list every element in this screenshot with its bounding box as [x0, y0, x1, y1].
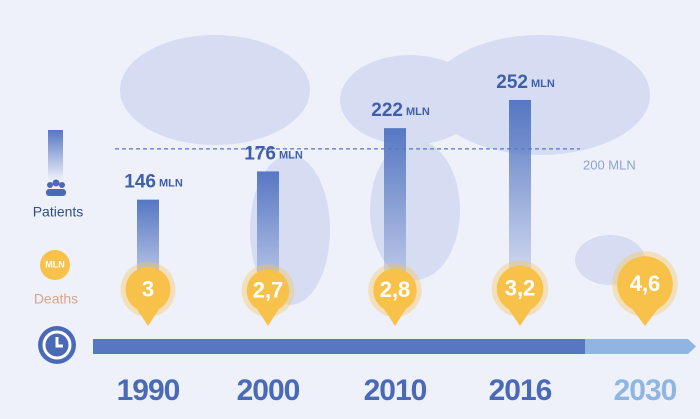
clock-hands [55, 337, 63, 348]
bubble [246, 269, 290, 312]
bubble-label: 3 [142, 276, 154, 301]
value-unit: MLN [279, 149, 303, 161]
bar [509, 99, 531, 317]
legend-label: Patients [33, 204, 84, 220]
death-pin: 4,6 [612, 251, 678, 326]
death-pin: 2,8 [368, 263, 422, 326]
bubble-label: 4,6 [630, 271, 661, 296]
value-label: 146 [124, 172, 156, 193]
x-tick-label: 2010 [364, 374, 427, 407]
death-pin: 3,2 [491, 260, 549, 326]
legend-bar-icon [48, 130, 63, 180]
legend-label: Deaths [34, 291, 78, 307]
bubble [496, 265, 544, 313]
death-pin: 2,7 [241, 264, 295, 326]
bubble [125, 266, 171, 312]
bubble-label: 2,8 [380, 277, 411, 302]
x-tick-label: 2030 [614, 374, 677, 407]
value-label: 252 [496, 72, 528, 93]
death-pin: 3 [120, 261, 176, 326]
legend-unit: MLN [45, 259, 65, 269]
timeline-arrow [585, 339, 696, 354]
legend-people-icon [46, 179, 66, 196]
timeline-bar [93, 339, 588, 354]
x-tick-label: 2000 [237, 374, 300, 407]
bubble [373, 268, 417, 312]
value-label: 222 [371, 100, 403, 121]
x-tick-label: 2016 [489, 374, 552, 407]
reference-label: 200 MLN [583, 157, 636, 172]
bubble [617, 256, 673, 312]
bubble-label: 2,7 [253, 277, 284, 302]
value-unit: MLN [531, 78, 555, 90]
value-unit: MLN [159, 178, 183, 190]
value-label: 176 [244, 143, 276, 164]
x-tick-label: 1990 [117, 374, 180, 407]
clock-face [42, 330, 72, 360]
value-unit: MLN [406, 106, 430, 118]
bubble-label: 3,2 [505, 276, 536, 301]
legend-bubble-icon [40, 250, 70, 280]
